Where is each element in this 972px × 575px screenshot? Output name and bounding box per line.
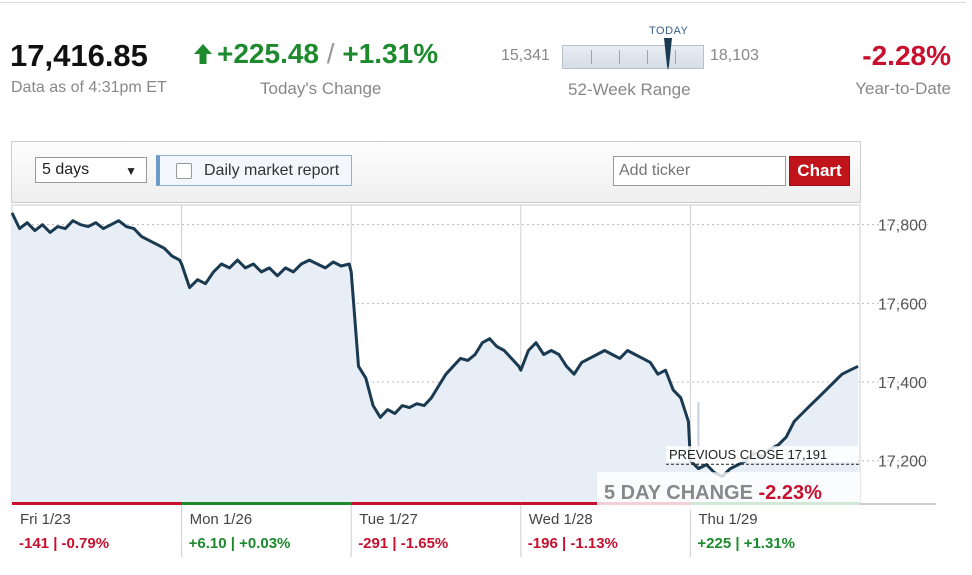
range-low: 15,341	[501, 47, 550, 64]
chart-button[interactable]: Chart	[789, 156, 850, 186]
day-change: +6.10 | +0.03%	[189, 535, 291, 552]
todays-change-label: Today's Change	[260, 79, 382, 98]
period-value: 5 days	[42, 161, 90, 178]
range-tick	[591, 50, 592, 64]
five-day-change-label: 5 DAY CHANGE	[604, 482, 759, 504]
day-change: -141 | -0.79%	[19, 535, 109, 552]
period-select[interactable]: 5 days ▼	[35, 157, 147, 183]
caret-down-icon: ▼	[125, 164, 137, 178]
today-marker-icon	[663, 38, 673, 75]
five-day-change-box	[597, 472, 860, 511]
day-direction-bar	[12, 502, 182, 505]
y-tick-label: 17,200	[878, 454, 927, 471]
ytd-change: -2.28%	[862, 40, 951, 71]
day-label: Fri 1/23	[20, 511, 71, 528]
five-day-change-value: -2.23%	[759, 482, 823, 504]
current-price: 17,416.85	[10, 38, 148, 73]
change-points: +225.48	[217, 38, 319, 69]
checkbox-icon[interactable]	[176, 163, 192, 179]
change-percent: +1.31%	[342, 38, 439, 69]
y-tick-label: 17,600	[878, 296, 927, 313]
daily-report-toggle[interactable]: Daily market report	[156, 155, 352, 186]
range-tick	[619, 50, 620, 64]
day-label: Tue 1/27	[359, 511, 418, 528]
day-direction-bar	[351, 502, 521, 505]
top-divider	[0, 2, 966, 3]
range-bar	[562, 45, 704, 69]
day-change: -291 | -1.65%	[358, 535, 448, 552]
day-direction-bar	[181, 502, 352, 505]
y-tick-label: 17,800	[878, 218, 927, 235]
change-separator: /	[326, 38, 335, 69]
previous-close-label: PREVIOUS CLOSE 17,191	[669, 447, 827, 462]
today-label: TODAY	[649, 25, 689, 37]
previous-close-box	[666, 446, 858, 463]
day-label: Thu 1/29	[698, 511, 757, 528]
todays-change: +225.48 / +1.31%	[193, 38, 438, 72]
data-timestamp: Data as of 4:31pm ET	[11, 79, 167, 96]
price-line	[10, 212, 859, 478]
price-area	[12, 212, 858, 502]
range-high: 18,103	[710, 47, 759, 64]
daily-report-label: Daily market report	[204, 162, 340, 179]
range-tick	[675, 50, 676, 64]
ticker-input[interactable]	[613, 156, 786, 186]
y-tick-label: 17,400	[878, 375, 927, 392]
day-label: Wed 1/28	[529, 511, 593, 528]
day-change: +225 | +1.31%	[697, 535, 795, 552]
day-change: -196 | -1.13%	[528, 535, 618, 552]
range-tick	[647, 50, 648, 64]
ytd-label: Year-to-Date	[855, 79, 951, 98]
range-label: 52-Week Range	[568, 80, 691, 99]
chart-toolbar: 5 days ▼ Daily market report Chart	[11, 141, 861, 203]
arrow-up-icon	[193, 40, 213, 72]
five-day-change: 5 DAY CHANGE -2.23%	[604, 482, 822, 504]
day-label: Mon 1/26	[190, 511, 253, 528]
